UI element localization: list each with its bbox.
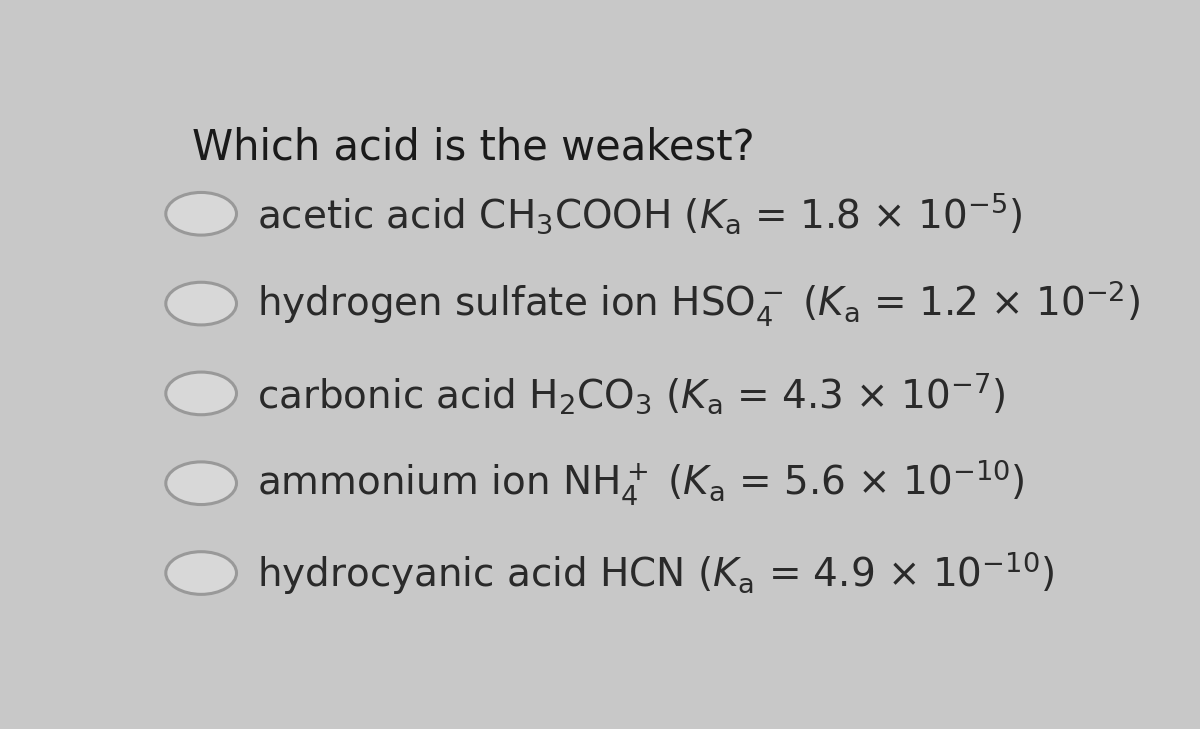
Text: acetic acid $\mathrm{CH_3COOH}$ ($\mathit{K}_\mathrm{a}$ = 1.8 × $10^{-5}$): acetic acid $\mathrm{CH_3COOH}$ ($\mathi…	[257, 192, 1022, 236]
Circle shape	[166, 372, 236, 415]
Text: Which acid is the weakest?: Which acid is the weakest?	[192, 127, 755, 169]
Text: hydrocyanic acid HCN ($\mathit{K}_\mathrm{a}$ = 4.9 × $10^{-10}$): hydrocyanic acid HCN ($\mathit{K}_\mathr…	[257, 549, 1054, 597]
Text: ammonium ion $\mathrm{NH_4^+}$ ($\mathit{K}_\mathrm{a}$ = 5.6 × $10^{-10}$): ammonium ion $\mathrm{NH_4^+}$ ($\mathit…	[257, 458, 1025, 508]
Circle shape	[166, 552, 236, 594]
Circle shape	[166, 282, 236, 325]
Circle shape	[166, 462, 236, 504]
Text: hydrogen sulfate ion $\mathrm{HSO_4^-}$ ($\mathit{K}_\mathrm{a}$ = 1.2 × $10^{-2: hydrogen sulfate ion $\mathrm{HSO_4^-}$ …	[257, 278, 1140, 329]
Circle shape	[166, 192, 236, 235]
Text: carbonic acid $\mathrm{H_2CO_3}$ ($\mathit{K}_\mathrm{a}$ = 4.3 × $10^{-7}$): carbonic acid $\mathrm{H_2CO_3}$ ($\math…	[257, 371, 1006, 416]
